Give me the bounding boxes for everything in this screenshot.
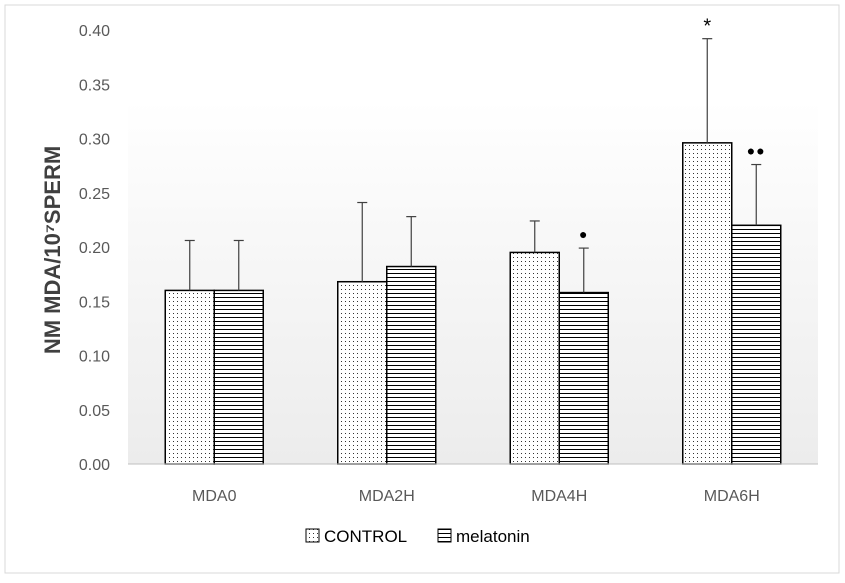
bar-melatonin-mda0 — [213, 289, 264, 465]
y-tick-label: 0.00 — [79, 457, 110, 474]
legend-label: CONTROL — [324, 527, 407, 546]
bar-control-mda4h — [509, 251, 560, 465]
significance-marker: * — [703, 16, 711, 38]
bar-melatonin-mda2h — [386, 265, 437, 465]
bar-melatonin-mda4h — [558, 291, 609, 465]
legend-swatch-melatonin — [437, 528, 452, 543]
x-tick-label: MDA6H — [704, 488, 760, 505]
y-tick-label: 0.40 — [79, 23, 110, 40]
legend-label: melatonin — [456, 527, 530, 546]
x-tick-label: MDA2H — [359, 488, 415, 505]
bar-control-mda6h — [682, 142, 733, 465]
y-tick-label: 0.20 — [79, 240, 110, 257]
x-tick-label: MDA0 — [192, 488, 237, 505]
y-axis-label: NM MDA/10⁷SPERM — [40, 146, 65, 354]
y-tick-label: 0.35 — [79, 77, 110, 94]
significance-marker: ●● — [747, 143, 766, 159]
y-tick-label: 0.10 — [79, 349, 110, 366]
y-tick-label: 0.25 — [79, 186, 110, 203]
y-tick-label: 0.05 — [79, 403, 110, 420]
legend-swatch-control — [305, 528, 320, 543]
y-tick-label: 0.15 — [79, 294, 110, 311]
y-tick-label: 0.30 — [79, 132, 110, 149]
significance-marker: ● — [579, 226, 588, 242]
bar-control-mda0 — [164, 289, 215, 465]
bar-melatonin-mda6h — [731, 224, 782, 465]
bar-control-mda2h — [337, 280, 388, 465]
x-tick-label: MDA4H — [531, 488, 587, 505]
